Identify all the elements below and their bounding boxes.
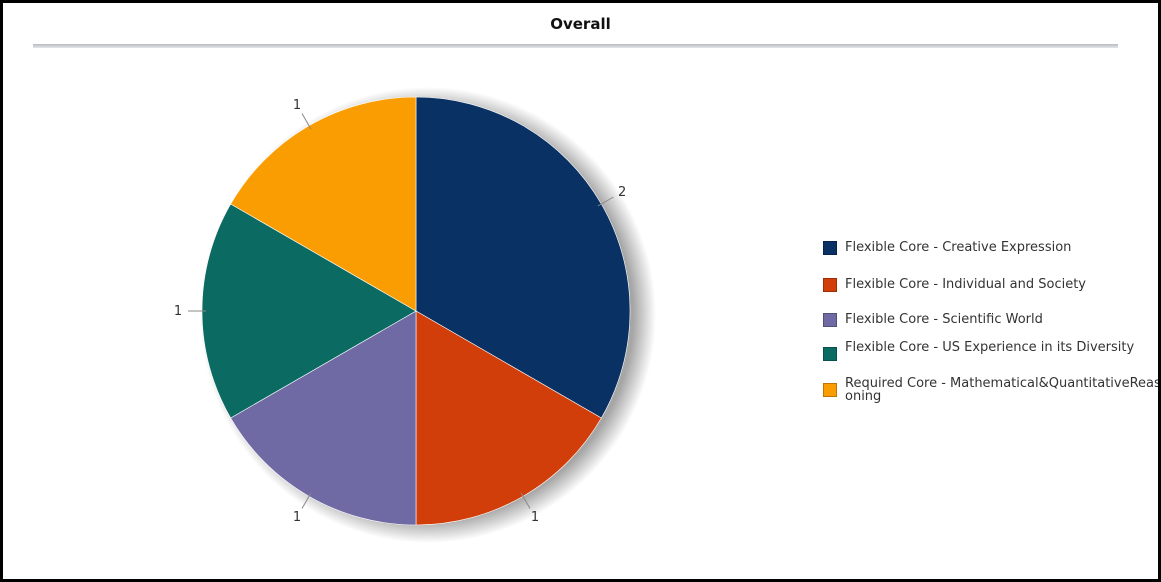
legend-swatch-5 [823, 383, 837, 397]
legend-swatch-3 [823, 313, 837, 327]
legend-label-3: Flexible Core - Scientific World [845, 312, 1043, 327]
legend-item-4[interactable]: Flexible Core - US Experience in its Div… [821, 340, 1135, 361]
pie-data-labels: 2 1 1 1 1 [174, 98, 626, 525]
data-label-2: 1 [531, 510, 539, 525]
legend-label-5: Required Core - Mathematical&Quantitativ… [845, 376, 1161, 404]
leader-line-2 [520, 492, 531, 509]
leader-line-5 [301, 113, 312, 130]
legend-item-5[interactable]: Required Core - Mathematical&Quantitativ… [821, 376, 1161, 404]
data-label-5: 1 [293, 98, 301, 113]
data-label-3: 1 [293, 510, 301, 525]
data-label-4: 1 [174, 304, 182, 319]
data-label-1: 2 [618, 185, 626, 200]
legend-swatch-2 [823, 278, 837, 292]
legend-item-2[interactable]: Flexible Core - Individual and Society [821, 277, 1158, 292]
title-divider [33, 44, 1118, 48]
pie-chart: 2 1 1 1 1 [174, 87, 656, 543]
legend-swatch-4 [823, 347, 837, 361]
legend-swatch-1 [823, 241, 837, 255]
chart-title: Overall [550, 15, 611, 33]
legend-label-1: Flexible Core - Creative Expression [845, 240, 1072, 255]
legend-label-4: Flexible Core - US Experience in its Div… [845, 340, 1135, 355]
legend-label-2: Flexible Core - Individual and Society [845, 277, 1086, 292]
legend-item-1[interactable]: Flexible Core - Creative Expression [821, 240, 1158, 255]
leader-line-3 [301, 492, 312, 509]
pie-slices [201, 96, 631, 526]
legend-item-3[interactable]: Flexible Core - Scientific World [821, 312, 1158, 327]
leader-line-1 [597, 196, 614, 207]
